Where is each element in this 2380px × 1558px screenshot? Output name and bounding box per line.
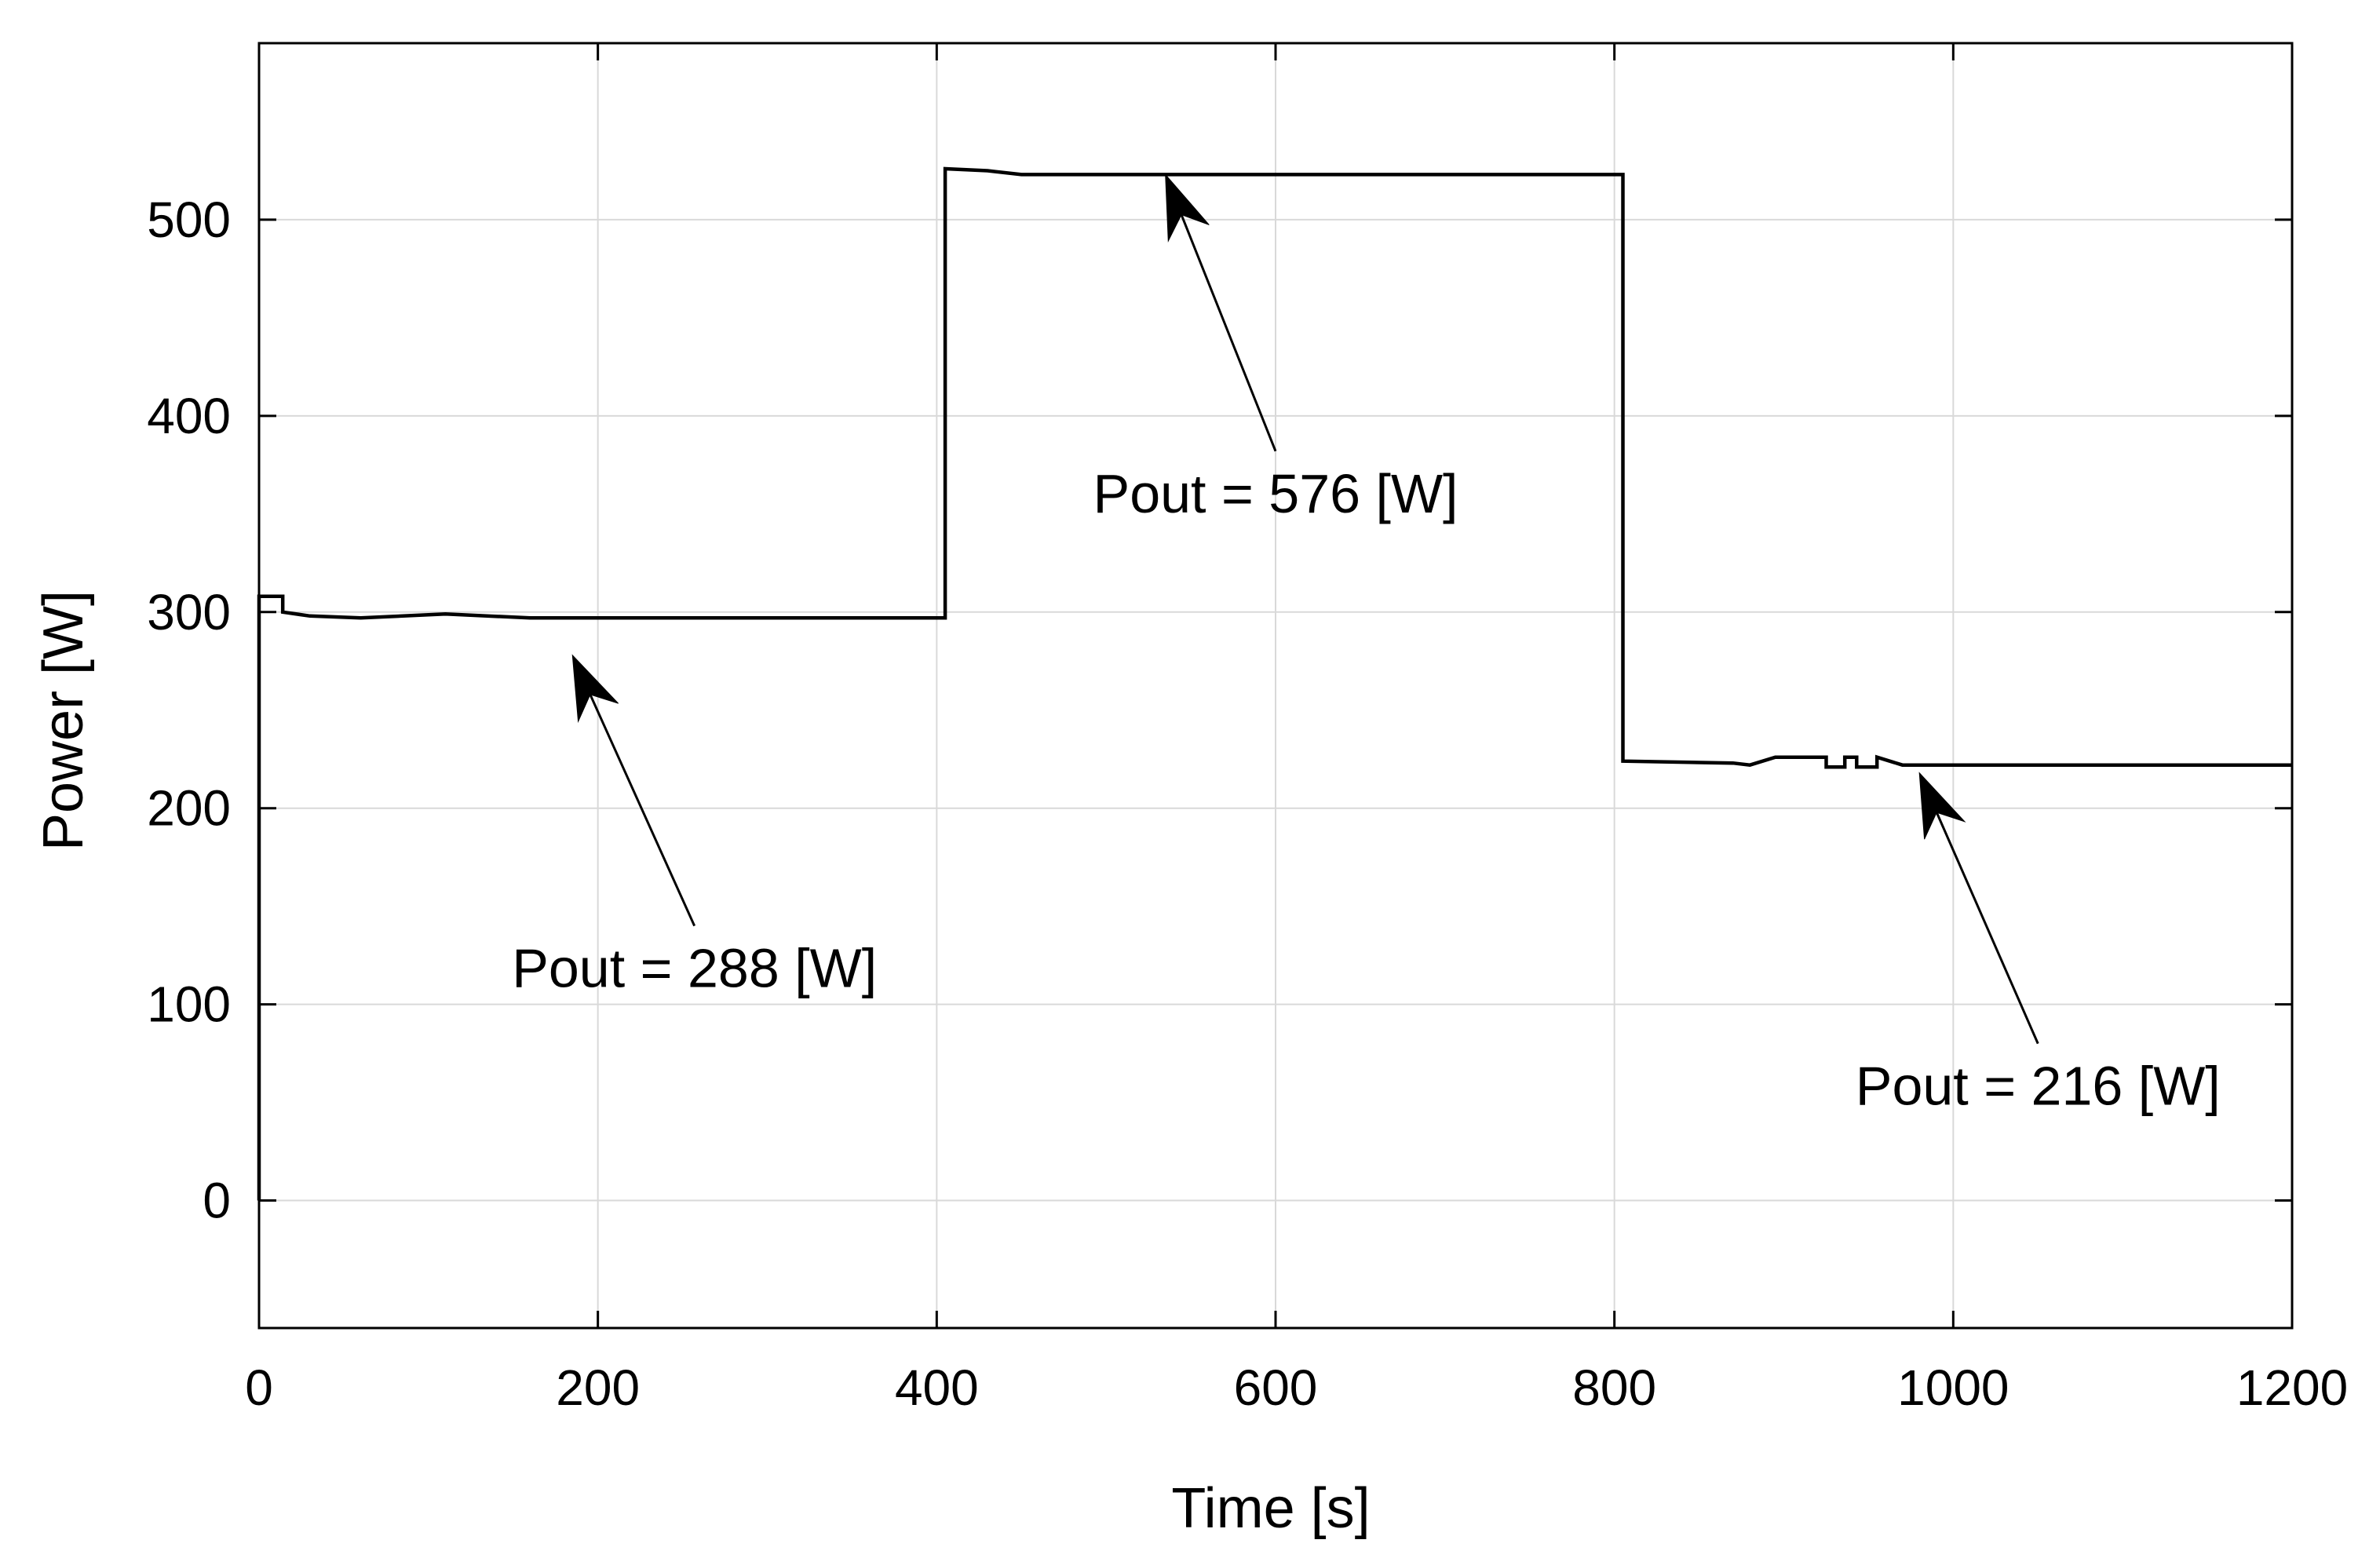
- y-axis-label: Power [W]: [32, 590, 95, 851]
- annotation: Pout = 216 [W]: [1856, 772, 2221, 1117]
- series-line-power: [257, 166, 2292, 1201]
- x-tick-label: 1000: [1897, 1359, 2009, 1416]
- y-tick-label: 500: [147, 192, 231, 248]
- grid: [259, 43, 2292, 1328]
- annotation-label: Pout = 216 [W]: [1856, 1056, 2221, 1117]
- y-tick-label: 200: [147, 780, 231, 837]
- annotation-arrow-shaft: [1935, 812, 2039, 1045]
- x-tick-label: 800: [1572, 1359, 1656, 1416]
- x-tick-label: 0: [245, 1359, 273, 1416]
- annotation-arrowhead: [1165, 173, 1210, 243]
- series-layer: [257, 166, 2292, 1201]
- annotation-label: Pout = 288 [W]: [512, 938, 877, 999]
- annotation-arrow-shaft: [589, 694, 696, 927]
- x-tick-label: 200: [556, 1359, 640, 1416]
- annotation: Pout = 576 [W]: [1093, 173, 1458, 524]
- annotation-label: Pout = 576 [W]: [1093, 463, 1458, 524]
- annotation: Pout = 288 [W]: [512, 654, 877, 999]
- x-axis-label: Time [s]: [1171, 1477, 1370, 1540]
- x-tick-label: 600: [1234, 1359, 1318, 1416]
- y-tick-label: 0: [203, 1173, 231, 1229]
- x-tick-label: 400: [895, 1359, 979, 1416]
- x-tick-label: 1200: [2236, 1359, 2348, 1416]
- annotation-arrowhead: [571, 654, 619, 724]
- y-tick-label: 100: [147, 976, 231, 1033]
- annotation-arrowhead: [1918, 772, 1966, 840]
- y-tick-label: 400: [147, 388, 231, 444]
- ticks: 0 200 400 600 800 1000 1200 0 100 200 300 400 500: [147, 43, 2348, 1416]
- annotations: Pout = 288 [W] Pout = 576 [W] Pout = 216 […: [512, 173, 2221, 1117]
- annotation-arrow-shaft: [1180, 213, 1277, 452]
- y-tick-label: 300: [147, 584, 231, 640]
